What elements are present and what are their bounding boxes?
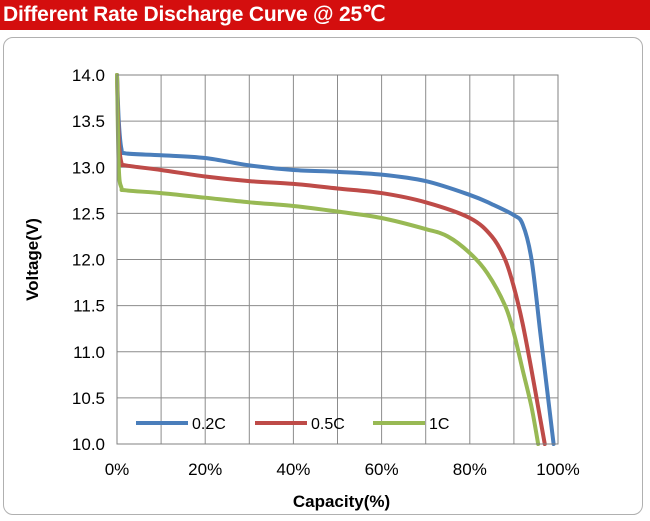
x-axis-title: Capacity(%) [293, 492, 390, 511]
series-line-0.5C [115, 73, 547, 446]
y-tick-label: 12.5 [72, 204, 105, 223]
y-tick-label: 14.0 [72, 66, 105, 85]
series-line-0.2C [115, 73, 556, 446]
y-tick-label: 11.5 [73, 297, 105, 316]
series-lines [115, 73, 556, 446]
y-tick-label: 12.0 [72, 251, 105, 270]
x-tick-label: 0% [105, 460, 130, 479]
chart-title: Different Rate Discharge Curve @ 25℃ [3, 3, 386, 26]
x-tick-label: 80% [453, 460, 487, 479]
y-tick-label: 10.5 [72, 389, 105, 408]
series-line-1C [115, 73, 541, 446]
y-tick-label: 10.0 [72, 435, 105, 454]
x-tick-label: 60% [365, 460, 399, 479]
grid [116, 74, 559, 445]
y-tick-labels: 10.0 10.5 11.0 11.5 12.0 12.5 13.0 13.5 14.0 [72, 66, 105, 454]
x-tick-label: 20% [188, 460, 222, 479]
legend-label-0.2C: 0.2C [192, 416, 226, 433]
y-axis-title: Voltage(V) [23, 218, 42, 301]
y-tick-label: 13.5 [72, 112, 105, 131]
y-tick-label: 11.0 [73, 343, 105, 362]
legend: 0.2C 0.5C 1C [136, 416, 449, 433]
x-tick-labels: 0% 20% 40% 60% 80% 100% [105, 460, 580, 479]
title-bar: Different Rate Discharge Curve @ 25℃ [0, 0, 650, 30]
legend-label-0.5C: 0.5C [311, 416, 345, 433]
x-tick-label: 40% [276, 460, 310, 479]
x-tick-label: 100% [536, 460, 579, 479]
legend-label-1C: 1C [429, 416, 449, 433]
y-tick-label: 13.0 [72, 158, 105, 177]
plot-border [116, 74, 559, 445]
